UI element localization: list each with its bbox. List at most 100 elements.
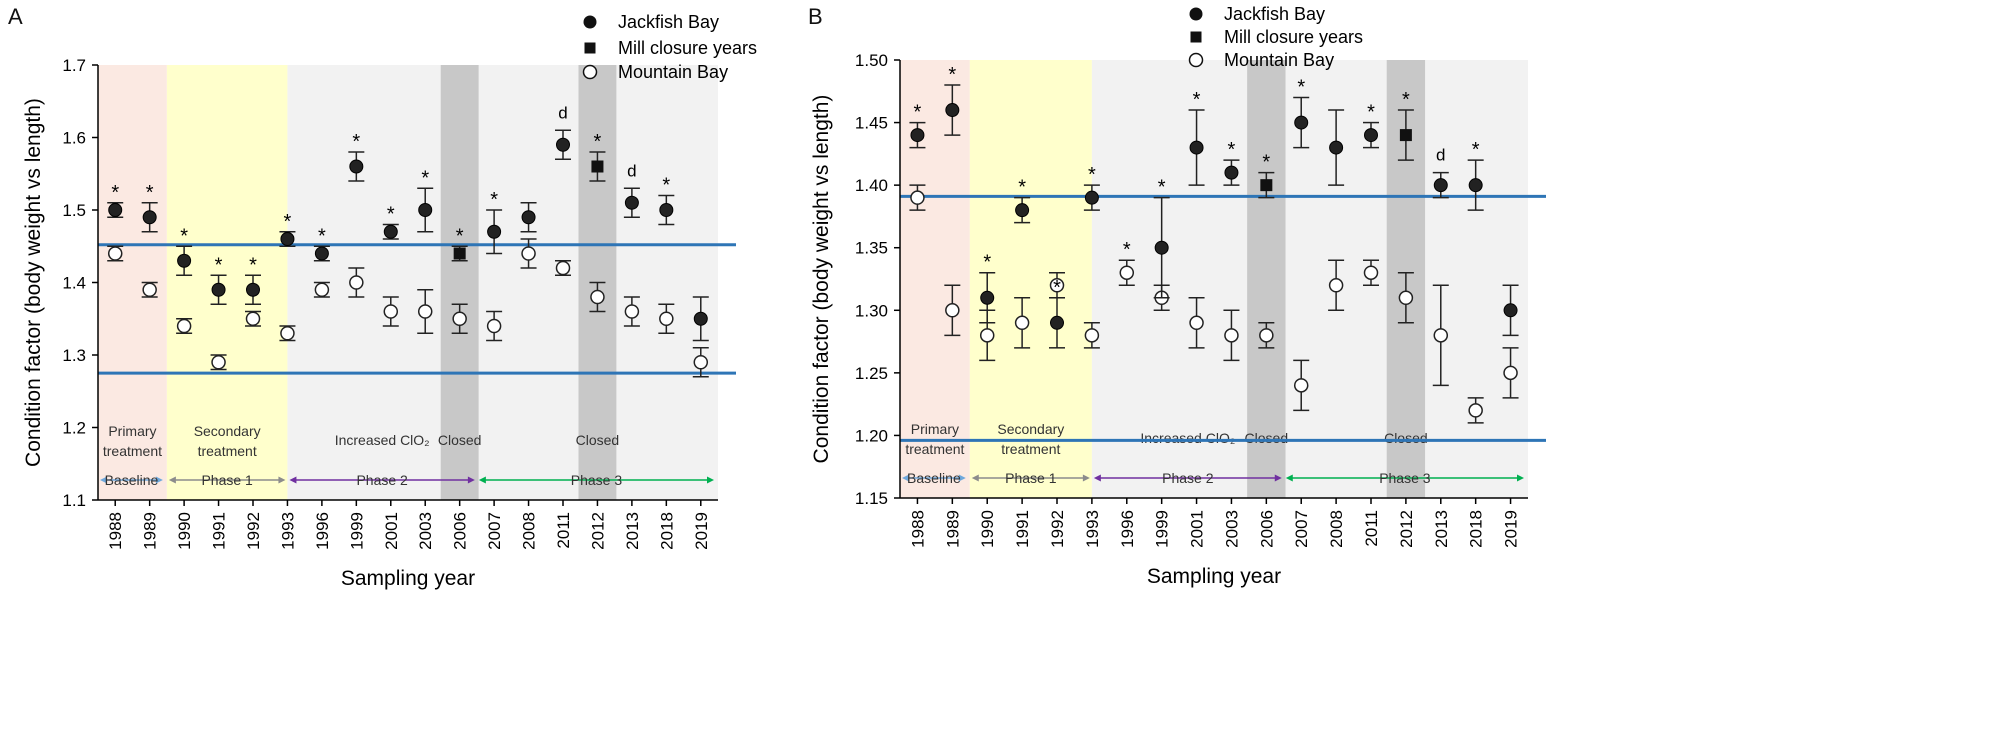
mountain-point xyxy=(142,282,157,297)
x-tick-label: 2006 xyxy=(451,512,470,550)
y-tick-label: 1.15 xyxy=(855,489,888,508)
jackfish-point xyxy=(1468,178,1483,193)
mountain-point xyxy=(521,246,536,261)
y-tick-label: 1.30 xyxy=(855,301,888,320)
x-tick-label: 2003 xyxy=(416,512,435,550)
jackfish-point xyxy=(945,103,960,118)
region-label-closed: Closed xyxy=(576,432,620,448)
y-tick-label: 1.4 xyxy=(62,274,86,293)
legend-mountain-label: Mountain Bay xyxy=(618,62,728,82)
region-label-clo2: Increased ClO₂ xyxy=(335,432,430,448)
phase-arrow-head xyxy=(1517,474,1524,482)
x-tick-label: 1991 xyxy=(210,512,229,550)
mountain-point xyxy=(659,311,674,326)
x-tick-label: 2008 xyxy=(520,512,539,550)
x-tick-label: 2007 xyxy=(1292,510,1311,548)
phase-label: Phase 1 xyxy=(201,472,253,488)
significance-star: * xyxy=(1472,139,1480,161)
x-tick-label: 2006 xyxy=(1257,510,1276,548)
legend-mill-marker xyxy=(1190,31,1202,43)
x-tick-label: 1996 xyxy=(313,512,332,550)
jackfish-point xyxy=(1189,140,1204,155)
jackfish-point xyxy=(1224,165,1239,180)
jackfish-point xyxy=(246,282,260,297)
legend-mountain-label: Mountain Bay xyxy=(1224,50,1334,70)
mountain-point xyxy=(590,289,605,305)
significance-star: * xyxy=(318,225,326,247)
region-label-primary: treatment xyxy=(905,441,964,457)
mill-closure-point xyxy=(1260,179,1273,192)
region-label-secondary: treatment xyxy=(1001,441,1060,457)
phase-arrow-head xyxy=(902,474,909,482)
x-tick-label: 2012 xyxy=(1397,510,1416,548)
x-tick-label: 2008 xyxy=(1327,510,1346,548)
mountain-point xyxy=(1084,328,1100,343)
legend-mountain-marker xyxy=(582,64,598,80)
significance-star: * xyxy=(983,252,991,274)
mountain-point xyxy=(1259,328,1274,343)
significance-star: * xyxy=(914,102,922,124)
jackfish-point xyxy=(418,203,433,217)
x-tick-label: 1992 xyxy=(1048,510,1067,548)
mountain-point xyxy=(1014,315,1030,331)
mountain-point xyxy=(1468,403,1483,418)
region-label-primary: Primary xyxy=(911,421,959,437)
significance-star: * xyxy=(1367,102,1375,124)
significance-star: * xyxy=(662,175,670,197)
mountain-point xyxy=(211,355,226,370)
phase-label: Baseline xyxy=(105,472,159,488)
significance-star: * xyxy=(948,64,956,86)
x-tick-label: 1991 xyxy=(1013,510,1032,548)
mill-closure-point xyxy=(1399,129,1412,142)
panel-a: A Primary treatment Secondary treatment Incr… xyxy=(8,4,757,590)
significance-star: * xyxy=(249,254,257,276)
x-tick-label: 1993 xyxy=(278,512,297,550)
x-tick-label: 2007 xyxy=(485,512,504,550)
phase-label: Phase 2 xyxy=(356,472,408,488)
significance-star: * xyxy=(1297,77,1305,99)
significance-star: * xyxy=(146,182,154,204)
significance-d: d xyxy=(1436,146,1445,165)
panel-b: B Primary treatment Secondary treatment Incr… xyxy=(800,0,1804,755)
jackfish-point xyxy=(108,203,123,217)
mountain-point xyxy=(624,304,640,319)
panel-label: A xyxy=(8,4,23,29)
jackfish-point xyxy=(1154,240,1169,255)
significance-star: * xyxy=(180,225,188,247)
y-tick-label: 1.40 xyxy=(855,176,888,195)
x-tick-label: 2001 xyxy=(1188,510,1207,548)
jackfish-point xyxy=(1329,140,1344,155)
x-tick-label: 1988 xyxy=(908,510,927,548)
mountain-point xyxy=(314,282,330,297)
mountain-point xyxy=(383,304,399,319)
phase-arrow-head xyxy=(467,476,475,484)
phase-arrow-head xyxy=(100,476,107,484)
jackfish-point xyxy=(383,224,398,239)
mountain-point xyxy=(1224,328,1239,343)
jackfish-point xyxy=(1503,303,1518,318)
jackfish-point xyxy=(1015,203,1030,218)
y-tick-label: 1.50 xyxy=(855,51,888,70)
y-tick-label: 1.1 xyxy=(62,491,86,510)
chart-a: Primary treatment Secondary treatment Increa… xyxy=(22,12,757,590)
significance-star: * xyxy=(387,204,395,226)
phase-arrow-head xyxy=(278,476,286,484)
mountain-point xyxy=(1503,365,1518,381)
significance-star: * xyxy=(215,254,223,276)
significance-star: * xyxy=(1402,89,1410,111)
region-label-closed: Closed xyxy=(1384,430,1428,446)
region-label-primary: treatment xyxy=(103,443,162,459)
legend-mill-marker xyxy=(584,42,596,54)
x-tick-label: 1989 xyxy=(141,512,160,550)
mountain-point xyxy=(417,304,433,319)
mill-closure-point xyxy=(453,247,466,260)
x-tick-label: 1999 xyxy=(347,512,366,550)
mountain-point xyxy=(1433,328,1449,343)
jackfish-point xyxy=(624,195,639,210)
phase-label: Baseline xyxy=(907,470,961,486)
jackfish-point xyxy=(142,210,157,225)
legend-jackfish-label: Jackfish Bay xyxy=(618,12,719,32)
phase-arrow-head xyxy=(1082,474,1090,482)
jackfish-point xyxy=(177,253,192,268)
significance-star: * xyxy=(352,131,360,153)
